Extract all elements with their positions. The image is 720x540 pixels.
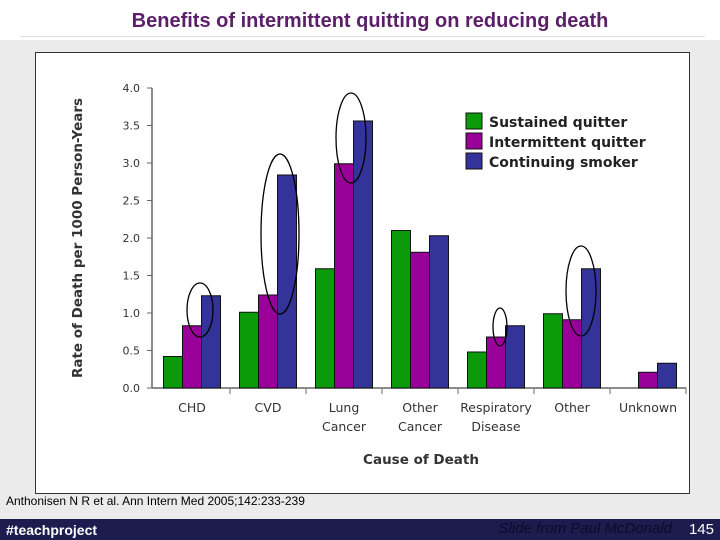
legend-label: Continuing smoker bbox=[489, 155, 638, 171]
slide-title: Benefits of intermittent quitting on red… bbox=[131, 10, 609, 32]
title-area bbox=[0, 0, 720, 40]
bar bbox=[182, 325, 202, 389]
y-tick-label: 2.5 bbox=[123, 195, 141, 208]
page-number: 145 bbox=[688, 521, 714, 538]
bar bbox=[353, 120, 373, 389]
bar bbox=[543, 313, 563, 389]
x-tick-label: Cancer bbox=[398, 419, 443, 434]
x-tick-label: Cancer bbox=[322, 419, 367, 434]
x-axis-label: Cause of Death bbox=[363, 452, 479, 468]
bar bbox=[562, 319, 582, 389]
x-tick-label: Other bbox=[402, 400, 438, 415]
bar bbox=[391, 230, 411, 389]
legend-swatch bbox=[465, 152, 483, 170]
bar bbox=[581, 268, 601, 389]
x-tick-label: Other bbox=[554, 400, 590, 415]
y-tick-label: 2.0 bbox=[123, 232, 141, 245]
bar bbox=[638, 371, 658, 389]
x-tick-label: Disease bbox=[471, 419, 520, 434]
y-tick-label: 0.0 bbox=[123, 382, 141, 395]
annotation-ellipse bbox=[186, 282, 214, 338]
y-tick-label: 3.0 bbox=[123, 157, 141, 170]
legend-label: Intermittent quitter bbox=[489, 135, 646, 151]
y-axis-label: Rate of Death per 1000 Person-Years bbox=[70, 98, 86, 378]
bar bbox=[201, 295, 221, 389]
legend-swatch bbox=[465, 112, 483, 130]
bar bbox=[429, 235, 449, 389]
annotation-ellipse bbox=[335, 92, 367, 184]
slide-credit: Slide from Paul McDonald bbox=[498, 520, 672, 537]
y-tick-label: 4.0 bbox=[123, 82, 141, 95]
bar bbox=[258, 294, 278, 389]
citation: Anthonisen N R et al. Ann Intern Med 200… bbox=[6, 494, 305, 508]
bar bbox=[315, 268, 335, 389]
footer-tag: #teachproject bbox=[6, 522, 98, 538]
y-tick-label: 1.0 bbox=[123, 307, 141, 320]
x-tick-label: Unknown bbox=[619, 400, 677, 415]
bar bbox=[239, 311, 259, 389]
legend-swatch bbox=[465, 132, 483, 150]
bar bbox=[467, 351, 487, 389]
bar bbox=[334, 163, 354, 389]
x-tick-label: CHD bbox=[178, 400, 206, 415]
bar bbox=[657, 362, 677, 389]
y-tick-label: 0.5 bbox=[123, 345, 141, 358]
footer-bar: #teachproject Slide from Paul McDonald 1… bbox=[0, 519, 720, 540]
x-tick-label: Lung bbox=[329, 400, 360, 415]
bar bbox=[505, 325, 525, 389]
bar bbox=[163, 356, 183, 389]
bar bbox=[277, 174, 297, 389]
annotation-ellipse bbox=[492, 307, 508, 347]
annotation-ellipse bbox=[260, 153, 300, 315]
annotation-ellipse bbox=[565, 245, 597, 337]
x-tick-label: Respiratory bbox=[460, 400, 532, 415]
legend-label: Sustained quitter bbox=[489, 115, 627, 131]
y-tick-label: 1.5 bbox=[123, 270, 141, 283]
y-tick-label: 3.5 bbox=[123, 120, 141, 133]
x-tick-label: CVD bbox=[255, 400, 282, 415]
bar bbox=[410, 251, 430, 389]
divider bbox=[20, 36, 705, 37]
